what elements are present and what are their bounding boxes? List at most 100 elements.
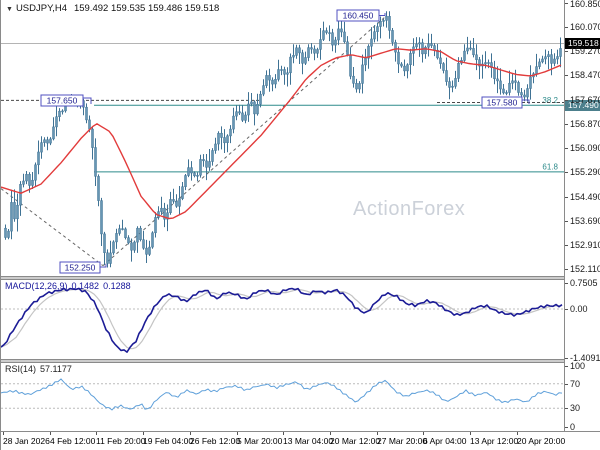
callout-label: 157.650 [47,96,78,106]
axis-label: -1.4091 [570,353,600,363]
panel-separator[interactable] [1,359,600,363]
time-label: 20 Apr 20:00 [517,436,566,446]
callout-box [336,9,380,22]
axis-tick [565,100,568,101]
trendline[interactable] [1,188,104,267]
price-callout-swing-low[interactable]: 152.250 [59,261,107,274]
candle-body [559,48,562,57]
candle-body [16,204,19,220]
candle-body [7,230,10,238]
candle-body [505,92,508,94]
candle-body [439,57,442,64]
macd-main-line[interactable] [1,287,563,353]
chart-title: ▼ USDJPY,H4 159.492 159.535 159.486 159.51… [6,3,219,14]
candle-body [262,85,265,95]
axis-tick [565,221,568,222]
axis-tick [565,51,568,52]
time-tick [283,432,284,435]
candle-body [298,47,301,54]
time-label: 11 Feb 20:00 [96,436,146,446]
candle-body [124,228,127,238]
time-tick [377,432,378,435]
rsi-line[interactable] [1,378,563,411]
candle-body [103,233,106,253]
price-chart-panel[interactable]: 38.2 61.8 160.450 157.650 152.250 157.580 [1,0,564,276]
axis-label: 156.090 [570,143,600,153]
callout-box [40,94,84,107]
candle-body [511,80,514,84]
candle-body [205,160,208,168]
candle-body [538,61,541,67]
price-axis[interactable]: 159.518 157.490 160.850 160.070 159.270 158… [564,0,600,432]
rsi-name: RSI(14) [5,364,37,374]
candle-body [148,246,151,255]
trendline[interactable] [102,15,387,267]
time-label: 19 Feb 04:00 [143,436,194,446]
candle-body [13,202,16,220]
candle-body [94,147,97,177]
candle-body [472,48,475,56]
price-callout-resistance[interactable]: 157.650 [40,94,92,107]
axis-label: 155.290 [570,167,600,177]
candle-body [292,55,295,58]
candle-body [160,207,163,212]
time-tick [50,432,51,435]
candle-body [388,16,391,31]
candle-body [34,164,37,181]
time-label: 20 Mar 12:00 [330,436,381,446]
time-axis[interactable]: 28 Jan 2026 4 Feb 12:00 11 Feb 20:00 19 Feb… [1,431,600,450]
candle-body [238,111,241,114]
price-callout-swing-high[interactable]: 160.450 [336,9,386,22]
axis-label: 156.870 [570,119,600,129]
current-price-tag: 159.518 [565,38,600,49]
candle-body [265,75,268,86]
panel-separator[interactable] [1,276,600,280]
candle-body [184,175,187,187]
candle-body [100,200,103,235]
candle-body [223,137,226,144]
callout-connector [100,264,107,268]
symbol-dropdown-icon[interactable]: ▼ [6,6,13,13]
candle-body [550,54,553,64]
candle-body [547,54,550,57]
candle-body [40,142,43,153]
candle-body [181,186,184,199]
candle-body [214,143,217,151]
candle-body [247,103,250,116]
candle-body [514,80,517,83]
candle-body [25,174,28,182]
candle-body [136,227,139,243]
candle-body [448,81,451,88]
candle-body [166,212,169,220]
candle-body [508,82,511,93]
candle-body [418,42,421,45]
candle-body [529,76,532,89]
candle-body [109,252,112,264]
axis-tick [565,309,568,310]
macd-panel[interactable] [1,280,564,359]
time-label: 6 Apr 04:00 [423,436,467,446]
axis-tick [565,27,568,28]
moving-average-line[interactable] [1,48,562,220]
candle-body [220,132,223,138]
candle-body [469,47,472,50]
time-label: 28 Jan 2026 [3,436,50,446]
axis-label: 160.070 [570,22,600,32]
candle-body [127,237,130,244]
candle-body [466,47,469,52]
candle-body [226,135,229,143]
macd-signal-line[interactable] [1,288,563,350]
candle-body [202,159,205,162]
rsi-panel[interactable] [1,363,564,431]
price-callout-support[interactable]: 157.580 [481,96,530,109]
candle-body [289,56,292,74]
candle-body [145,247,148,255]
time-tick [470,432,471,435]
candle-body [271,79,274,85]
candle-body [169,199,172,213]
candle-body [424,46,427,55]
callout-label: 152.250 [65,263,96,273]
candle-body [37,151,40,166]
callout-box [59,261,101,274]
candle-body [112,241,115,254]
